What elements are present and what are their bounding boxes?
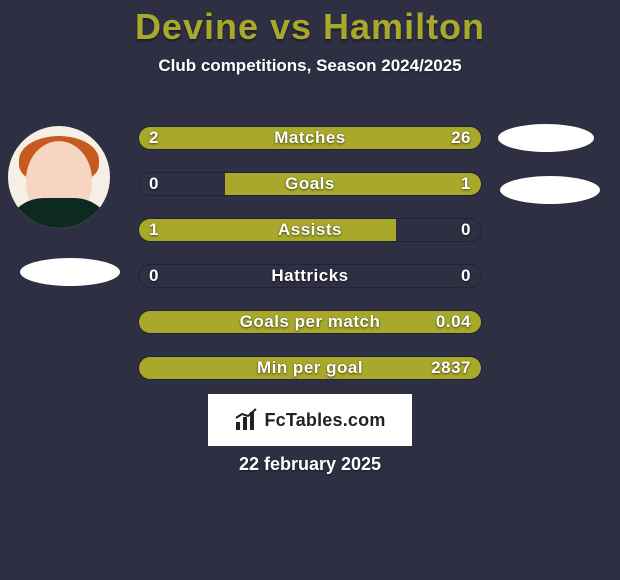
stat-left-value: 2 [149, 127, 159, 149]
subtitle: Club competitions, Season 2024/2025 [0, 56, 620, 76]
stat-row: Matches2 26 [138, 126, 482, 150]
fctables-icon [234, 408, 258, 432]
logo-text: FcTables.com [264, 410, 385, 431]
stat-row: Min per goal2837 [138, 356, 482, 380]
stat-right-value: 0 [461, 219, 471, 241]
stat-right-value: 1 [461, 173, 471, 195]
date-text: 22 february 2025 [0, 454, 620, 475]
badge-oval-right-top [498, 124, 594, 152]
comparison-card: Devine vs Hamilton Club competitions, Se… [0, 0, 620, 580]
badge-oval-right-bot [500, 176, 600, 204]
stat-right-value: 2837 [431, 357, 471, 379]
page-title: Devine vs Hamilton [0, 0, 620, 48]
avatar-shirt [8, 198, 110, 228]
stat-label: Min per goal [139, 357, 481, 379]
stat-label: Assists [139, 219, 481, 241]
player-left-avatar [8, 126, 110, 228]
stat-label: Matches [139, 127, 481, 149]
stat-bars: Matches226Goals01Assists10Hattricks00Goa… [138, 126, 482, 402]
stat-label: Hattricks [139, 265, 481, 287]
logo-box: FcTables.com [208, 394, 412, 446]
stat-row: Assists1 0 [138, 218, 482, 242]
stat-left-value: 0 [149, 173, 159, 195]
stat-right-value: 0 [461, 265, 471, 287]
stat-label: Goals [139, 173, 481, 195]
stat-row: Goals0 1 [138, 172, 482, 196]
stat-left-value: 1 [149, 219, 159, 241]
stat-row: Hattricks0 0 [138, 264, 482, 288]
stat-right-value: 0.04 [436, 311, 471, 333]
stat-row: Goals per match0.04 [138, 310, 482, 334]
stat-label: Goals per match [139, 311, 481, 333]
stat-right-value: 26 [451, 127, 471, 149]
stat-left-value: 0 [149, 265, 159, 287]
badge-oval-left [20, 258, 120, 286]
